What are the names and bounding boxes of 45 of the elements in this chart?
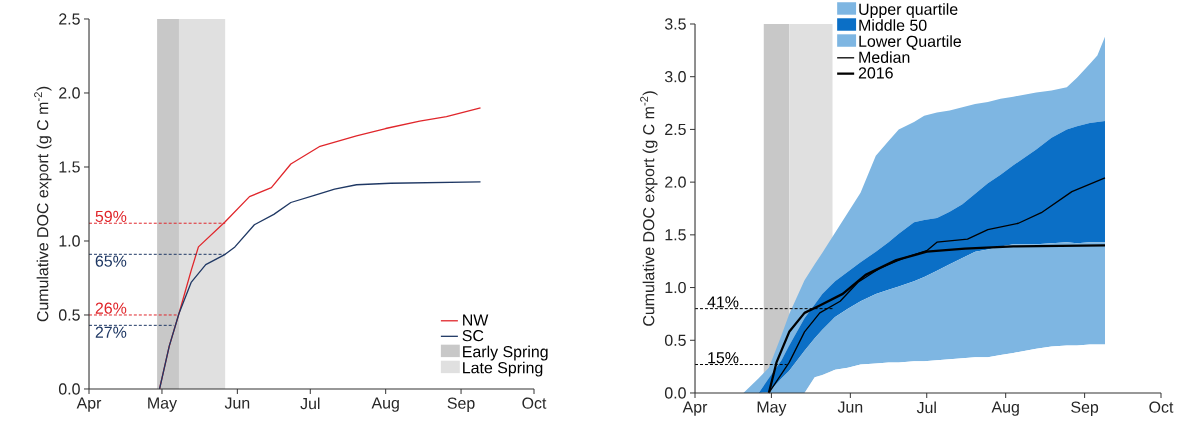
x-tick-label: Oct — [522, 397, 547, 409]
annotation: 41% — [707, 296, 739, 308]
y-tick-label: 0.0 — [58, 383, 80, 395]
x-tick-label: Oct — [1149, 401, 1174, 413]
annotation: 15% — [708, 352, 739, 364]
legend-label: Middle 50 — [859, 19, 927, 31]
legend-label: 2016 — [858, 67, 893, 79]
annotation: 59% — [95, 210, 127, 223]
legend-label: Early Spring — [463, 345, 548, 361]
y-tick-label: 1.0 — [59, 235, 80, 247]
y-tick-label: 2.0 — [59, 87, 80, 99]
annotation: 27% — [95, 326, 127, 338]
y-tick-label: 2.5 — [59, 13, 80, 25]
x-tick-label: Sep — [447, 397, 475, 412]
x-tick-label: Aug — [371, 397, 399, 412]
x-tick-label: Jun — [224, 397, 250, 409]
y-axis-title: Cumulative DOC export (g C m$^{-2}$) — [640, 91, 658, 326]
x-tick-label: Jul — [300, 397, 320, 410]
y-tick-label: 0.5 — [664, 334, 686, 346]
legend-label: Median — [859, 51, 910, 63]
y-tick-label: 1.5 — [59, 161, 80, 173]
annotation: 26% — [95, 302, 127, 314]
x-tick-label: Jun — [837, 401, 863, 413]
x-tick-label: Jul — [916, 401, 936, 414]
y-tick-label: 2.0 — [665, 176, 686, 188]
y-tick-label: 0.0 — [664, 387, 686, 399]
y-tick-label: 0.5 — [58, 309, 80, 321]
y-tick-label: 1.5 — [665, 229, 686, 241]
x-tick-label: Apr — [682, 401, 708, 416]
x-tick-label: Aug — [991, 401, 1019, 416]
legend-label: Late Spring — [463, 361, 543, 377]
legend-label: NW — [463, 314, 489, 326]
x-tick-label: May — [148, 397, 177, 412]
legend-label: SC — [462, 330, 484, 342]
y-tick-label: 1.0 — [665, 281, 686, 294]
legend-label: Upper quartile — [859, 3, 958, 19]
x-tick-label: May — [757, 401, 787, 416]
y-axis-title: Cumulative DOC export (g C m$^{-2}$) — [34, 86, 52, 322]
y-tick-label: 2.5 — [665, 123, 686, 136]
y-tick-label: 3.5 — [664, 18, 686, 30]
y-tick-label: 3.0 — [664, 71, 686, 83]
annotation: 65% — [95, 255, 127, 267]
x-tick-label: Sep — [1071, 401, 1099, 416]
legend-label: Lower Quartile — [859, 35, 961, 50]
x-tick-label: Apr — [76, 397, 102, 412]
